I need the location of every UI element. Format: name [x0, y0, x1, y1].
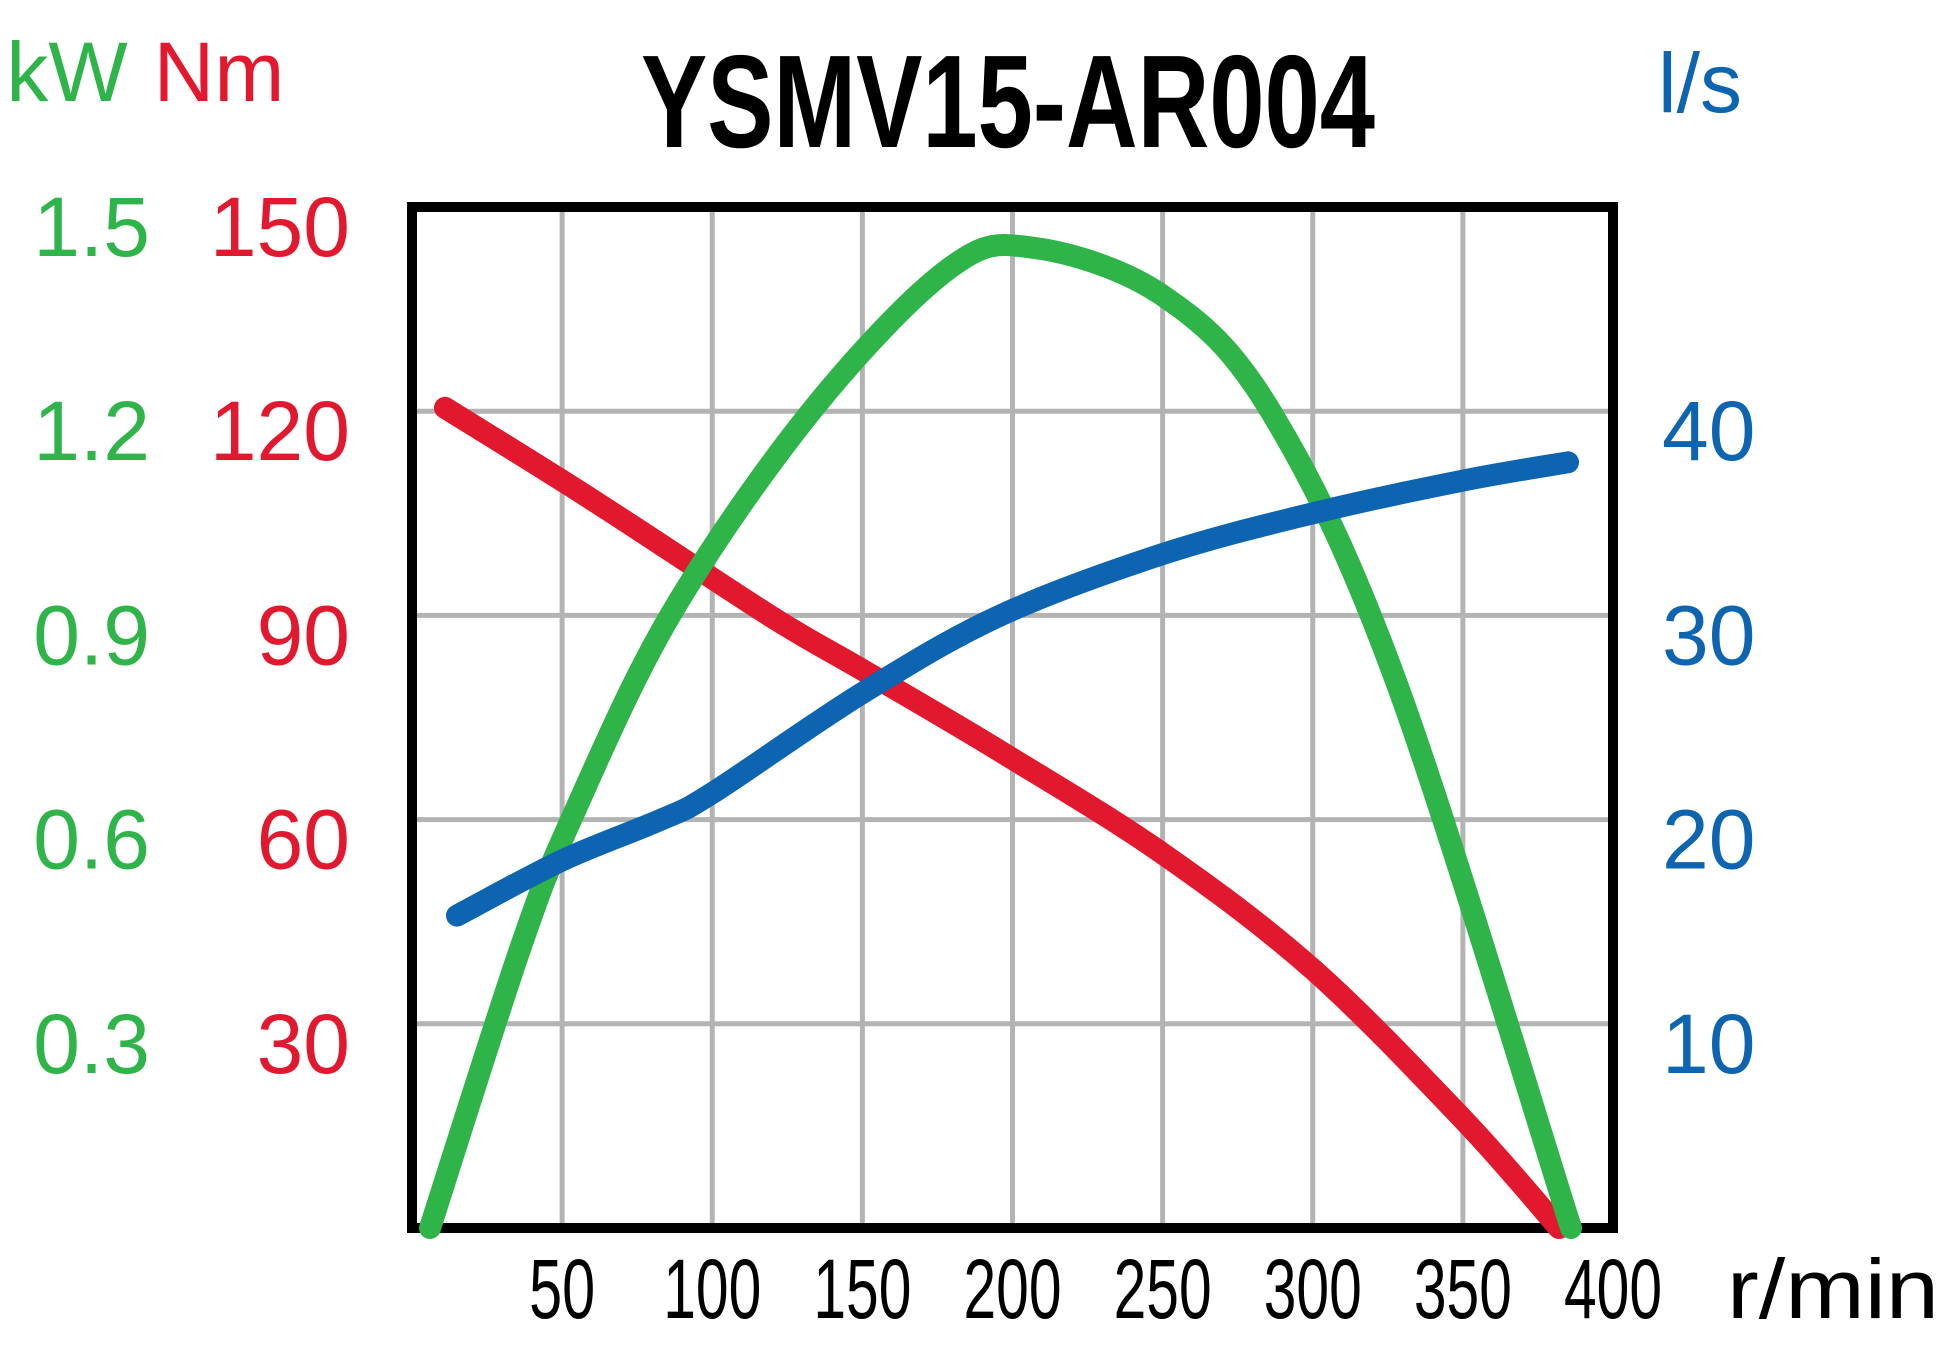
- ls-tick-label: 10: [1662, 997, 1755, 1091]
- x-tick-label: 200: [964, 1242, 1062, 1336]
- x-tick-label: 50: [529, 1242, 595, 1336]
- flow-curve: [446, 451, 1579, 927]
- nm-tick-label: 90: [257, 588, 350, 682]
- kw-tick-label: 1.2: [33, 384, 150, 478]
- power-curve: [419, 234, 1582, 1239]
- torque-curve: [434, 396, 1570, 1239]
- x-tick-label: 300: [1264, 1242, 1362, 1336]
- x-axis-unit-label: r/min: [1727, 1242, 1939, 1336]
- flow-axis-unit-label: l/s: [1658, 36, 1742, 130]
- x-tick-label: 100: [663, 1242, 761, 1336]
- torque-axis-unit-label: Nm: [154, 25, 285, 119]
- nm-tick-label: 30: [257, 997, 350, 1091]
- x-tick-label: 250: [1114, 1242, 1212, 1336]
- power-axis-unit-label: kW: [6, 25, 127, 119]
- nm-tick-label: 150: [210, 180, 350, 274]
- nm-tick-label: 120: [210, 384, 350, 478]
- ls-tick-label: 30: [1662, 588, 1755, 682]
- kw-tick-label: 0.3: [33, 997, 150, 1091]
- kw-tick-label: 1.5: [33, 180, 150, 274]
- kw-tick-label: 0.9: [33, 588, 150, 682]
- plot-border: [407, 202, 1618, 1233]
- nm-tick-label: 60: [257, 793, 350, 887]
- ls-tick-label: 20: [1662, 793, 1755, 887]
- x-tick-label: 400: [1564, 1242, 1662, 1336]
- kw-tick-label: 0.6: [33, 793, 150, 887]
- ls-tick-label: 40: [1662, 384, 1755, 478]
- x-tick-label: 350: [1414, 1242, 1512, 1336]
- x-tick-label: 150: [813, 1242, 911, 1336]
- chart-title: YSMV15-AR004: [641, 28, 1375, 175]
